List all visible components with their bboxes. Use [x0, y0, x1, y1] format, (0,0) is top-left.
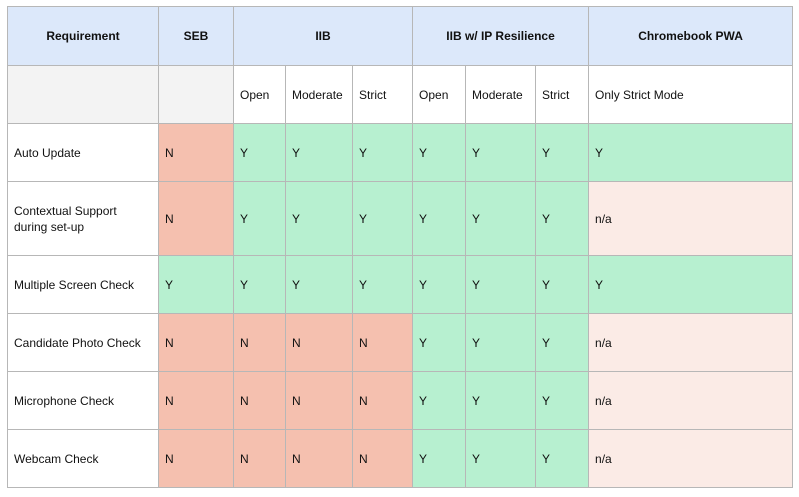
cell-ip-moderate: Y: [465, 181, 537, 256]
cell-seb: N: [158, 429, 234, 488]
row-label: Candidate Photo Check: [7, 313, 159, 372]
cell-chromebook: n/a: [588, 371, 794, 430]
cell-seb: N: [158, 313, 234, 372]
table-row: Auto Update N Y Y Y Y Y Y Y: [7, 123, 794, 182]
cell-ip-strict: Y: [535, 429, 590, 488]
cell-seb: N: [158, 123, 234, 182]
cell-chromebook: n/a: [588, 429, 794, 488]
row-label: Auto Update: [7, 123, 159, 182]
subheader-iib-moderate: Moderate: [285, 65, 353, 124]
subheader-ip-open: Open: [412, 65, 467, 124]
subheader-iib-strict: Strict: [351, 65, 414, 124]
cell-iib-strict: N: [351, 429, 414, 488]
requirements-table: Requirement SEB IIB IIB w/ IP Resilience…: [7, 6, 794, 488]
row-label: Contextual Support during set-up: [7, 181, 159, 256]
subheader-ip-moderate: Moderate: [465, 65, 537, 124]
cell-iib-moderate: N: [285, 371, 353, 430]
header-iib-ip-resilience: IIB w/ IP Resilience: [412, 6, 590, 66]
cell-ip-strict: Y: [535, 255, 590, 314]
header-chromebook-pwa: Chromebook PWA: [588, 6, 794, 66]
cell-iib-strict: Y: [351, 181, 414, 256]
cell-ip-open: Y: [412, 313, 467, 372]
cell-ip-moderate: Y: [465, 123, 537, 182]
cell-iib-open: N: [233, 371, 286, 430]
cell-iib-open: Y: [233, 255, 286, 314]
cell-ip-strict: Y: [535, 123, 590, 182]
cell-iib-open: N: [233, 429, 286, 488]
table-row: Multiple Screen Check Y Y Y Y Y Y Y Y: [7, 255, 794, 314]
cell-iib-moderate: Y: [285, 255, 353, 314]
cell-iib-moderate: N: [285, 429, 353, 488]
cell-ip-strict: Y: [535, 371, 590, 430]
cell-ip-strict: Y: [535, 313, 590, 372]
cell-ip-open: Y: [412, 255, 467, 314]
subheader-chromebook-mode: Only Strict Mode: [588, 65, 794, 124]
cell-iib-open: Y: [233, 181, 286, 256]
subheader-blank: [7, 65, 159, 124]
cell-ip-moderate: Y: [465, 255, 537, 314]
header-seb: SEB: [158, 6, 234, 66]
cell-chromebook: Y: [588, 123, 794, 182]
cell-ip-open: Y: [412, 123, 467, 182]
cell-iib-open: Y: [233, 123, 286, 182]
cell-ip-moderate: Y: [465, 429, 537, 488]
row-label: Microphone Check: [7, 371, 159, 430]
cell-chromebook: n/a: [588, 181, 794, 256]
row-label: Webcam Check: [7, 429, 159, 488]
header-requirement: Requirement: [7, 6, 159, 66]
subheader-iib-open: Open: [233, 65, 286, 124]
header-iib: IIB: [232, 6, 414, 66]
cell-chromebook: n/a: [588, 313, 794, 372]
cell-chromebook: Y: [588, 255, 794, 314]
cell-iib-strict: Y: [351, 255, 414, 314]
cell-iib-strict: N: [351, 313, 414, 372]
cell-seb: N: [158, 181, 234, 256]
cell-ip-open: Y: [412, 429, 467, 488]
cell-ip-moderate: Y: [465, 313, 537, 372]
cell-iib-open: N: [233, 313, 286, 372]
cell-seb: N: [158, 371, 234, 430]
row-label: Multiple Screen Check: [7, 255, 159, 314]
header-row: Requirement SEB IIB IIB w/ IP Resilience…: [7, 6, 794, 66]
subheader-ip-strict: Strict: [535, 65, 590, 124]
cell-iib-moderate: Y: [285, 181, 353, 256]
cell-ip-strict: Y: [535, 181, 590, 256]
cell-ip-open: Y: [412, 181, 467, 256]
cell-iib-strict: Y: [351, 123, 414, 182]
cell-iib-moderate: N: [285, 313, 353, 372]
cell-ip-moderate: Y: [465, 371, 537, 430]
subheader-blank: [158, 65, 234, 124]
cell-iib-moderate: Y: [285, 123, 353, 182]
cell-seb: Y: [158, 255, 234, 314]
subheader-row: Open Moderate Strict Open Moderate Stric…: [7, 65, 794, 124]
cell-ip-open: Y: [412, 371, 467, 430]
cell-iib-strict: N: [351, 371, 414, 430]
